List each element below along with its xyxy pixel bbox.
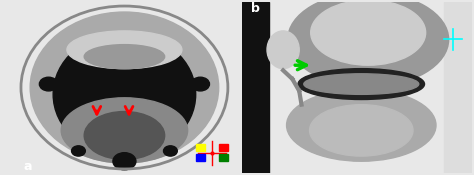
Ellipse shape	[67, 31, 182, 69]
Text: b: b	[251, 2, 260, 15]
Ellipse shape	[287, 89, 436, 161]
Ellipse shape	[288, 0, 448, 87]
Ellipse shape	[311, 0, 426, 65]
Circle shape	[39, 77, 58, 91]
Circle shape	[113, 153, 136, 170]
Ellipse shape	[304, 74, 419, 94]
Bar	[196, 154, 205, 161]
Circle shape	[191, 77, 210, 91]
Ellipse shape	[267, 31, 299, 69]
Bar	[242, 2, 269, 173]
Text: a: a	[23, 160, 32, 173]
Circle shape	[164, 146, 177, 156]
Circle shape	[72, 146, 85, 156]
Ellipse shape	[53, 33, 196, 156]
Ellipse shape	[30, 12, 219, 163]
Ellipse shape	[310, 105, 413, 156]
Ellipse shape	[84, 45, 164, 69]
Bar	[219, 154, 228, 161]
Bar	[196, 144, 205, 151]
Bar	[219, 144, 228, 151]
Ellipse shape	[61, 98, 188, 163]
Bar	[444, 2, 472, 173]
Ellipse shape	[84, 111, 164, 160]
Ellipse shape	[298, 69, 425, 100]
